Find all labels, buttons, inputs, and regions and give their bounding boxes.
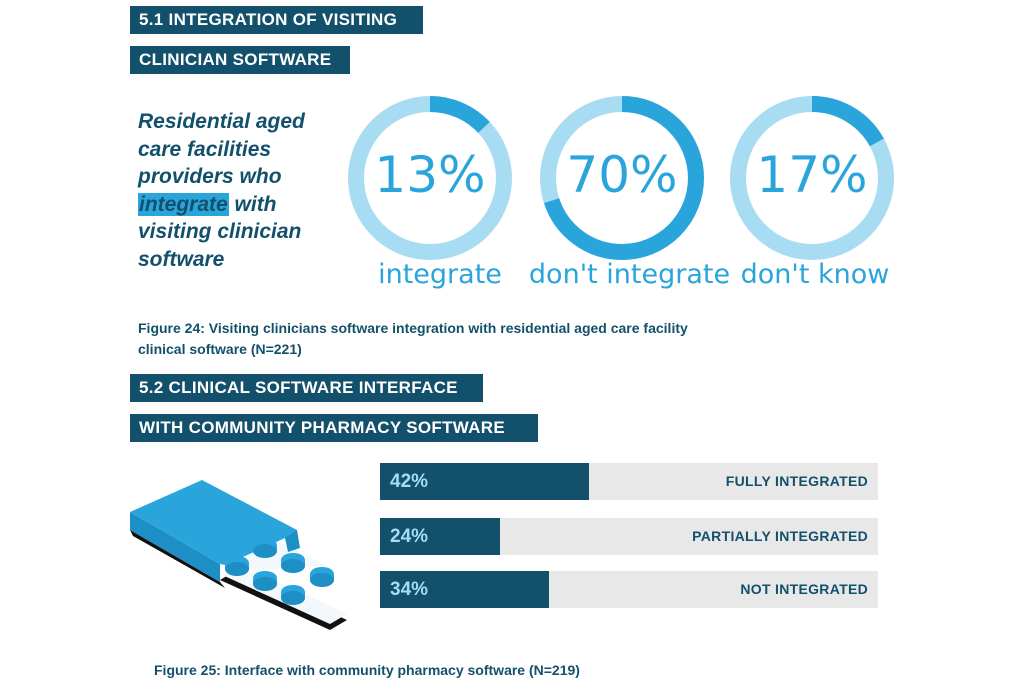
intro-statement: Residential aged care facilities provide…	[138, 108, 338, 273]
bar-value-partially-integrated: 24%	[390, 526, 429, 547]
bar-fill-partially-integrated	[380, 518, 500, 555]
donut-arc-dont-know	[730, 96, 894, 260]
bar-value-not-integrated: 34%	[390, 579, 429, 600]
bar-row-fully-integrated: 42% FULLY INTEGRATED	[380, 463, 878, 500]
donut-value-integrate: 13%	[374, 146, 486, 204]
donut-chart-dont-know: 17%	[727, 93, 897, 263]
bar-label-not-integrated: NOT INTEGRATED	[740, 581, 868, 597]
bar-value-fully-integrated: 42%	[390, 471, 429, 492]
donut-svg	[348, 96, 512, 260]
bar-label-fully-integrated: FULLY INTEGRATED	[725, 473, 868, 489]
donut-label-dont-integrate: don't integrate	[528, 259, 731, 290]
section-5-2-heading-line2: WITH COMMUNITY PHARMACY SOFTWARE	[130, 414, 538, 442]
section-5-1-heading-line2: CLINICIAN SOFTWARE	[130, 46, 350, 74]
figure-24-caption: Figure 24: Visiting clinicians software …	[138, 320, 688, 357]
figure-25-caption: Figure 25: Interface with community phar…	[154, 662, 580, 678]
donut-svg	[730, 96, 894, 260]
donut-arc-dont-integrate	[540, 96, 704, 260]
section-5-1-heading-line1: 5.1 INTEGRATION OF VISITING	[130, 6, 423, 34]
pill-blister-pack-icon	[125, 470, 355, 630]
bar-row-not-integrated: 34% NOT INTEGRATED	[380, 571, 878, 608]
bar-fill-not-integrated	[380, 571, 550, 608]
donut-svg	[540, 96, 704, 260]
bar-fill-fully-integrated	[380, 463, 590, 500]
donut-chart-integrate: 13%	[345, 93, 515, 263]
section-5-2-heading-line1: 5.2 CLINICAL SOFTWARE INTERFACE	[130, 374, 483, 402]
donut-value-dont-know: 17%	[756, 146, 868, 204]
intro-text-after: with visiting clinician software	[138, 192, 302, 271]
intro-highlight: integrate	[138, 192, 229, 216]
donut-chart-dont-integrate: 70%	[537, 93, 707, 263]
donut-label-integrate: integrate	[378, 259, 502, 290]
intro-text-before: Residential aged care facilities provide…	[138, 110, 305, 188]
donut-arc-integrate	[348, 96, 512, 260]
donut-label-dont-know: don't know	[740, 259, 890, 290]
bar-label-partially-integrated: PARTIALLY INTEGRATED	[692, 528, 868, 544]
bar-row-partially-integrated: 24% PARTIALLY INTEGRATED	[380, 518, 878, 555]
donut-value-dont-integrate: 70%	[566, 146, 678, 204]
